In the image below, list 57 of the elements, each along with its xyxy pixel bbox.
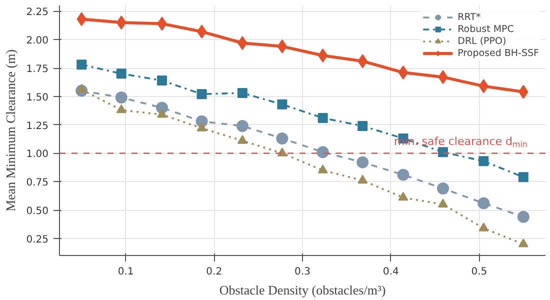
point (438, 147, 448, 158)
point (318, 164, 328, 174)
x-tick-label: 0.3 (294, 266, 310, 278)
y-tick-label: 1.25 (26, 120, 48, 132)
point (157, 108, 167, 118)
point (478, 156, 489, 166)
y-tick-label: 2.25 (26, 7, 48, 18)
x-tick-label: 0.1 (118, 266, 134, 278)
point (196, 122, 207, 132)
y-tick-label: 0.75 (26, 178, 48, 189)
point (397, 168, 410, 181)
point (76, 60, 87, 70)
point (115, 92, 128, 104)
point (478, 222, 489, 232)
y-tick-label: 1.75 (26, 64, 48, 75)
point (237, 88, 248, 98)
point (517, 210, 530, 223)
y-axis-title: Mean Minimum Clearance (m) (3, 49, 18, 212)
y-tick-label: 2.00 (26, 36, 48, 47)
point (276, 132, 288, 144)
point (236, 120, 248, 132)
point (437, 182, 449, 194)
point (277, 148, 288, 156)
x-tick-label: 0.5 (471, 266, 488, 278)
point (116, 68, 126, 79)
x-tick-label: 0.2 (206, 266, 222, 278)
point (116, 104, 126, 114)
point (438, 198, 448, 208)
x-axis-title: Obstacle Density (obstacles/m³) (219, 282, 386, 298)
legend-label: RRT* (458, 11, 481, 23)
legend-label: DRL (PPO) (458, 35, 506, 47)
y-tick-label: 0.50 (26, 206, 48, 218)
point (478, 197, 490, 210)
point (358, 120, 368, 131)
y-tick-label: 1.00 (26, 149, 48, 160)
y-tick-label: 1.50 (26, 92, 48, 104)
point (238, 36, 248, 50)
legend-label: Proposed BH-SSF (458, 47, 539, 59)
point (277, 99, 288, 110)
point (518, 238, 528, 248)
point (157, 76, 167, 86)
point (518, 172, 528, 182)
point (76, 84, 87, 93)
point (356, 156, 369, 168)
point (398, 192, 408, 201)
point (316, 146, 329, 158)
point (237, 135, 248, 144)
y-tick-label: 0.25 (26, 234, 48, 246)
point (196, 89, 207, 100)
point (277, 39, 288, 54)
point (358, 174, 368, 184)
legend-label: Robust MPC (458, 23, 514, 35)
point (196, 24, 207, 39)
point (318, 48, 328, 62)
point (398, 66, 408, 80)
x-tick-label: 0.4 (382, 266, 399, 278)
point (318, 113, 328, 123)
